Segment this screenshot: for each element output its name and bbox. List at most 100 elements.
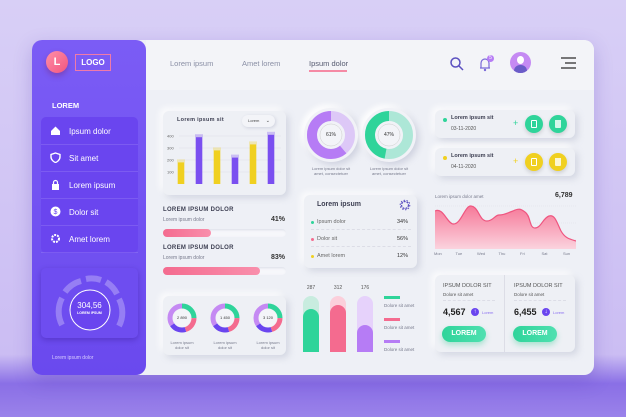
y-tick: 200 [167, 158, 174, 163]
home-icon [51, 126, 60, 135]
vbar-legend-label: Dolore sit amet [384, 347, 415, 352]
x-tick: Thu [498, 251, 506, 256]
sidebar-item-1[interactable]: Sit amet [41, 145, 138, 172]
sidebar-footer: Lorem ipsum dolor [52, 355, 94, 361]
lorem-button[interactable]: LOREM [442, 326, 486, 342]
bell-icon[interactable] [477, 56, 493, 72]
legend-dot [311, 221, 314, 224]
logo: LOGO [75, 54, 111, 71]
bar-chart-title: Lorem ipsum sit [177, 117, 224, 123]
document-icon [531, 158, 537, 166]
tab-0[interactable]: Lorem ipsum [170, 59, 214, 68]
tab-2[interactable]: Ipsum dolor [309, 59, 349, 68]
bar-chart-dropdown[interactable]: Lorem ⌄ [242, 115, 275, 127]
gauge-chart [55, 275, 126, 331]
area-series [435, 205, 576, 249]
brand-avatar[interactable]: L [46, 51, 68, 73]
caption-line: dolor sit [217, 345, 232, 350]
sidebar-item-0[interactable]: Ipsum dolor [41, 118, 138, 145]
legend-card [304, 195, 417, 268]
lock-icon [52, 179, 59, 190]
gauge-value: 304,56 [77, 301, 102, 310]
stat-subtitle: Dolore sit amet [443, 292, 474, 297]
progress-fill [163, 229, 211, 237]
caption-line: Lorem ipsum [256, 340, 280, 345]
ring-caption: Lorem ipsum dolor sit amet, consectetuer [306, 166, 356, 176]
vbar-legend-label: Dolore sit amet [384, 303, 415, 308]
task-title: Lorem ipsum sit [451, 153, 494, 159]
legend-dot [311, 238, 314, 241]
caption-line: dolor sit [260, 345, 275, 350]
chevron-down-icon: ⌄ [265, 118, 270, 124]
y-tick: 300 [167, 146, 174, 151]
legend-dot [311, 255, 314, 258]
donut-segment [253, 303, 283, 333]
y-tick: 100 [167, 170, 174, 175]
gear-icon[interactable] [399, 199, 411, 211]
bar [268, 134, 274, 184]
progress-bar [163, 229, 286, 237]
tab-1[interactable]: Amet lorem [242, 59, 281, 68]
search-icon[interactable] [449, 56, 465, 72]
donut-chart [210, 303, 240, 333]
ring-chart [307, 111, 355, 159]
stat-value: 6,455 [514, 307, 537, 317]
sidebar-item-2[interactable]: Lorem ipsum [41, 172, 138, 199]
ring-value: 61% [325, 132, 336, 138]
sidebar-item-label: Sit amet [69, 154, 99, 163]
progress-title: LOREM IPSUM DOLOR [163, 207, 234, 213]
stat-title: IPSUM DOLOR SIT [443, 283, 492, 289]
vbar [357, 325, 373, 352]
sidebar-item-4[interactable]: Amet lorem [41, 226, 138, 253]
task-date: 04-11-2020 [451, 164, 477, 170]
dollar-icon: $ [50, 206, 61, 217]
stat-tag: Lorem [482, 310, 494, 315]
area-chart-total: 6,789 [555, 192, 573, 199]
caption-line: Lorem ipsum [213, 340, 237, 345]
lorem-button[interactable]: LOREM [513, 326, 557, 342]
area-chart-title: Lorem ipsum dolor amet [435, 194, 484, 199]
donut-value: 3 120 [262, 315, 273, 320]
ring-fill [365, 111, 413, 159]
hamburger-menu-icon[interactable] [559, 57, 577, 70]
donut-value: 1 450 [219, 315, 230, 320]
x-tick: Sat [541, 251, 548, 256]
trash-icon [555, 158, 561, 166]
arrow-down-icon: ↓ [542, 308, 550, 316]
ring-caption: Lorem ipsum dolor sit amet, consectetuer [364, 166, 414, 176]
legend-card-title: Lorem ipsum [317, 201, 361, 208]
donut-caption: Lorem ipsum dolor sit [248, 340, 288, 350]
stat-tag: Lorem [553, 310, 565, 315]
progress-title: LOREM IPSUM DOLOR [163, 245, 234, 251]
user-avatar[interactable] [510, 52, 531, 73]
y-tick: 400 [167, 134, 174, 139]
add-icon[interactable]: + [513, 156, 519, 166]
trash-icon [555, 120, 561, 128]
document-button[interactable] [525, 153, 543, 171]
legend-value: 56% [397, 236, 409, 242]
delete-button[interactable] [549, 115, 567, 133]
gear-icon [51, 234, 60, 243]
bar [214, 150, 220, 184]
legend-label: Ipsum dolor [317, 219, 346, 225]
x-tick: Sun [563, 251, 571, 256]
x-tick: Fri [520, 251, 525, 256]
add-icon[interactable]: + [513, 118, 519, 128]
active-tab-underline [309, 70, 347, 72]
sidebar-item-3[interactable]: $ Dolor sit [41, 199, 138, 226]
sidebar-item-label: Dolor sit [69, 208, 99, 217]
delete-button[interactable] [549, 153, 567, 171]
progress-fill [163, 267, 260, 275]
gauge-label: LOREM IPSUM [77, 311, 102, 315]
vbar-label: 287 [306, 285, 316, 291]
document-icon [531, 120, 537, 128]
document-button[interactable] [525, 115, 543, 133]
dropdown-value: Lorem [248, 118, 260, 123]
caption-line: amet, consectetuer [371, 171, 407, 176]
task-title: Lorem ipsum sit [451, 115, 494, 121]
sidebar-item-label: Lorem ipsum [69, 181, 116, 190]
vbar-label: 312 [333, 285, 343, 291]
caption-line: Lorem ipsum dolor sit [369, 166, 409, 171]
vbar [330, 305, 346, 352]
bar [196, 137, 202, 184]
